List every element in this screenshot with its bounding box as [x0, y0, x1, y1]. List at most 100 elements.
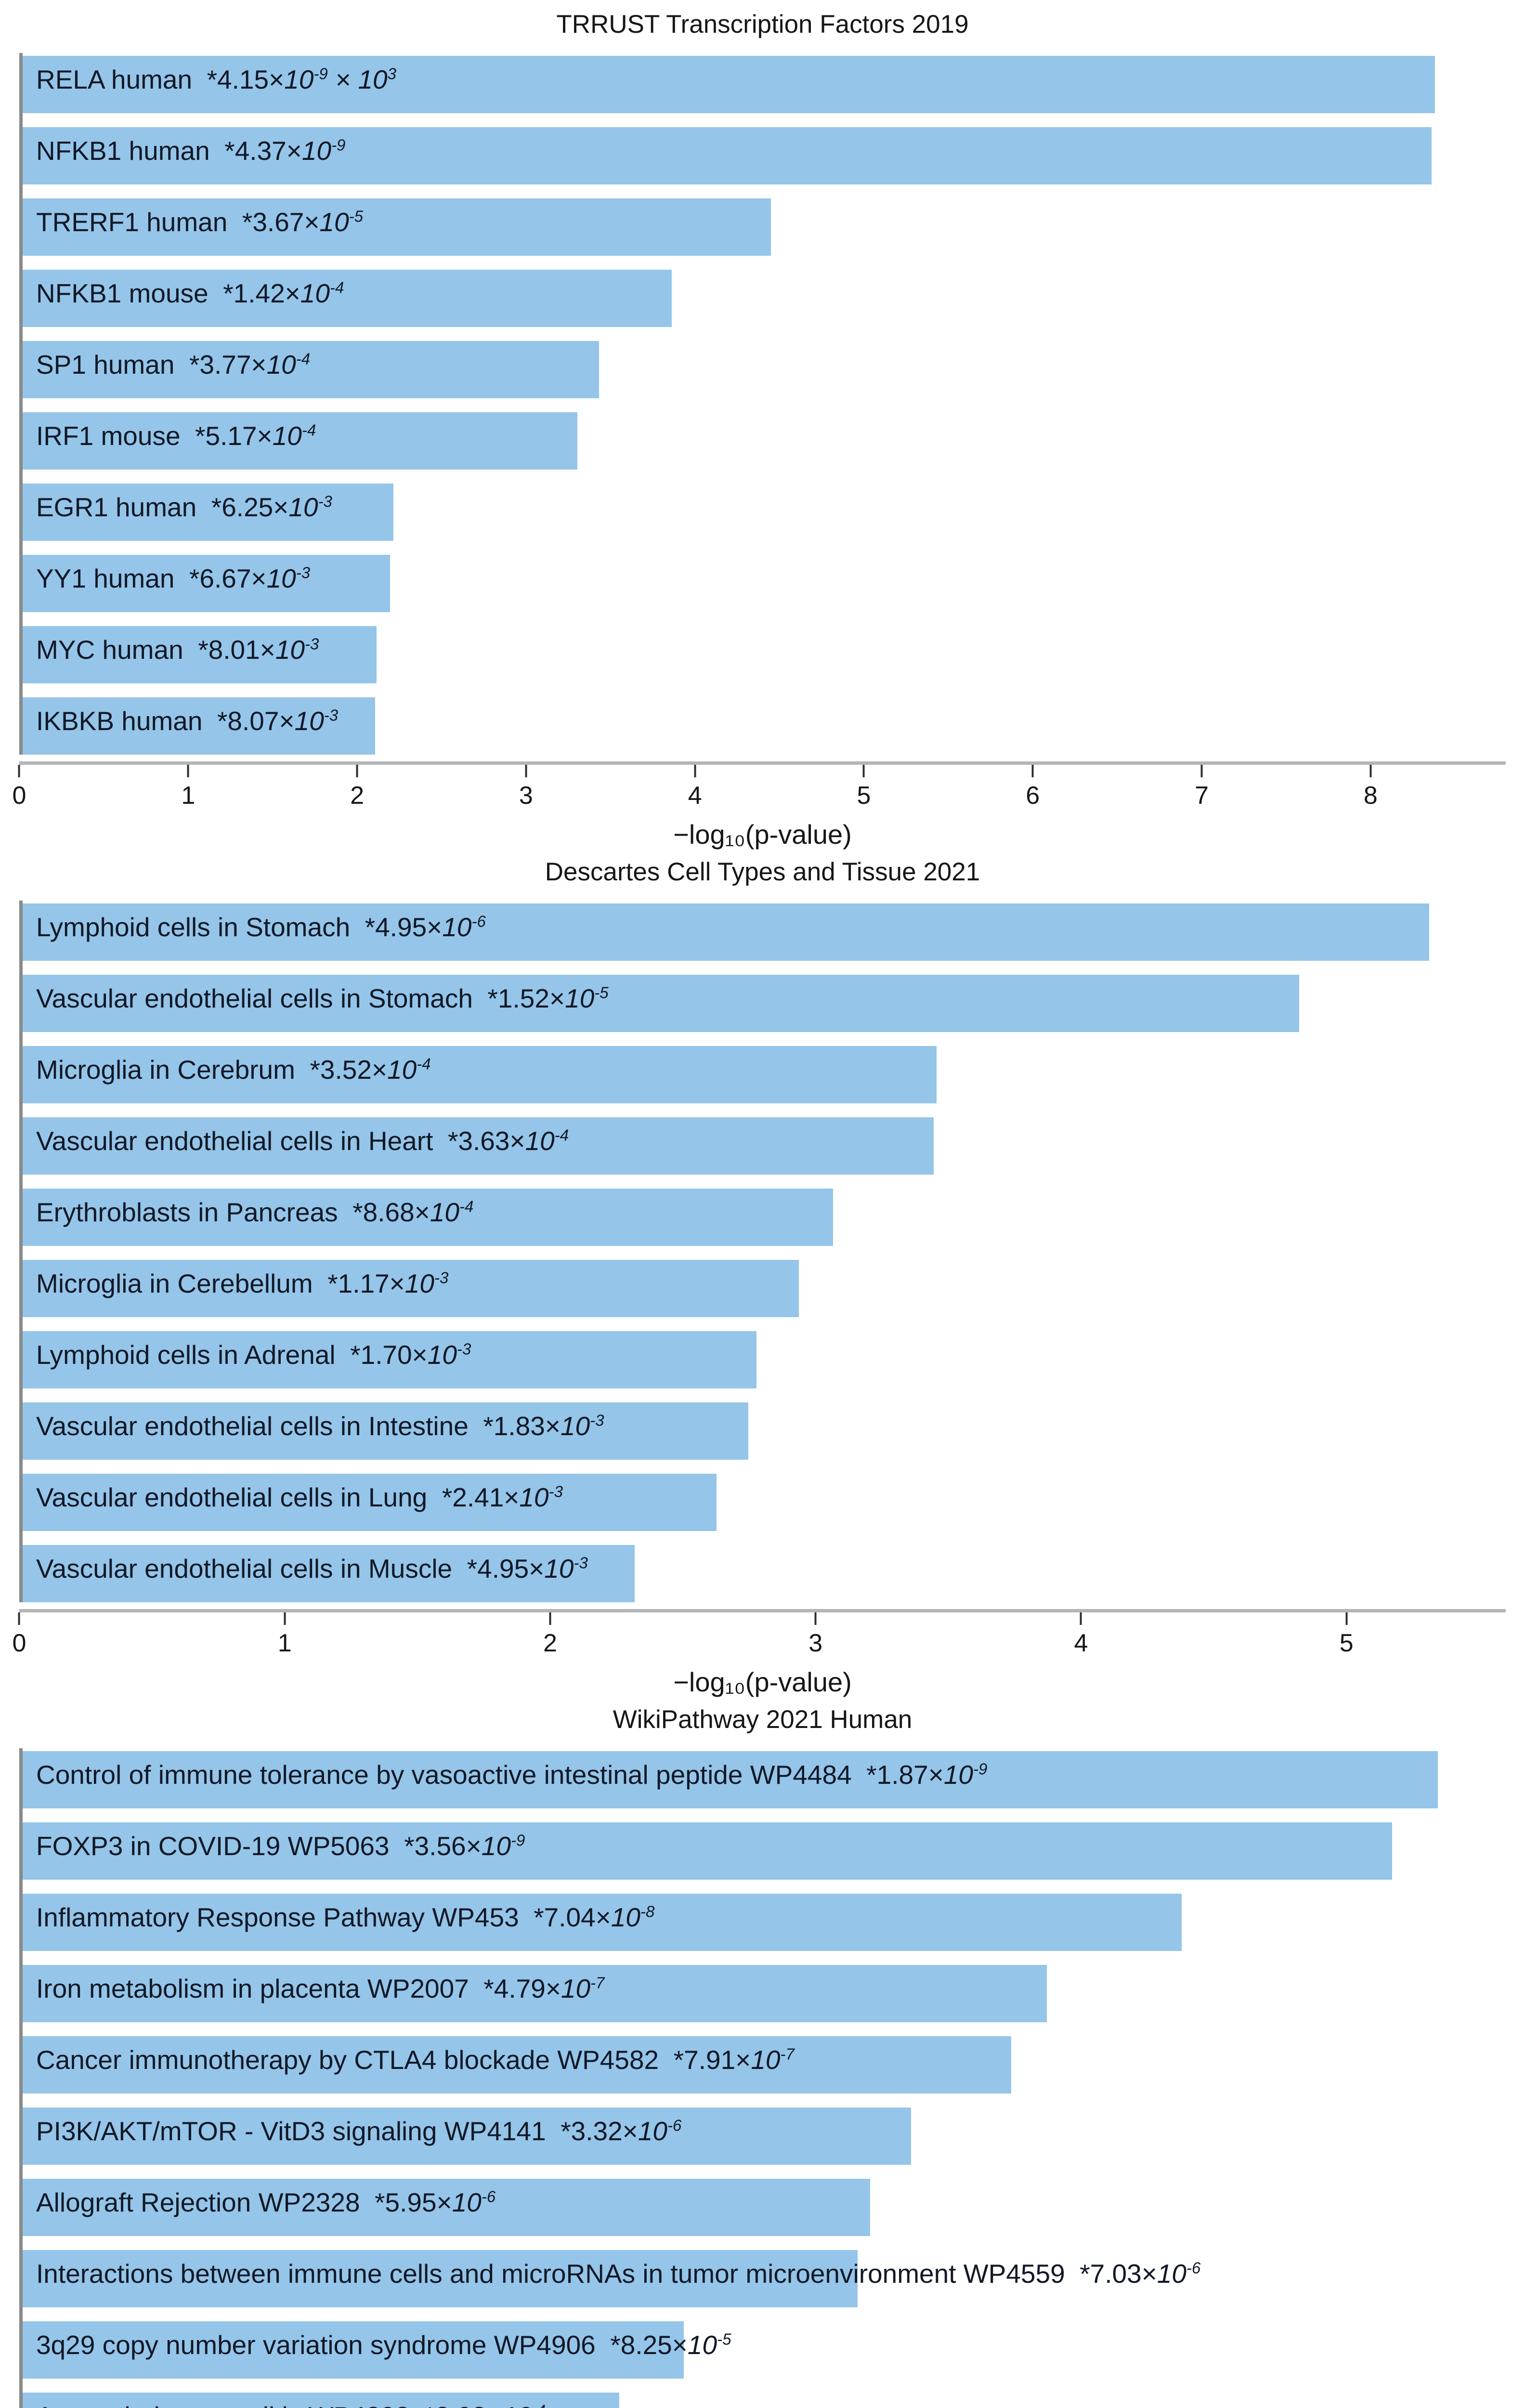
- x-axis-tick: 7: [1195, 765, 1209, 810]
- tick-label: 2: [543, 1629, 557, 1657]
- bar: [23, 2250, 858, 2307]
- bar-label: FOXP3 in COVID-19 WP5063 *3.56×10-9: [36, 1831, 525, 1861]
- bar-row: Acute viral myocarditis WP4298 *2.08×10-…: [23, 2393, 1506, 2408]
- bar: [23, 1822, 1393, 1880]
- x-axis-tick: 3: [519, 765, 533, 810]
- bar-row: IRF1 mouse *5.17×10-4: [23, 412, 1506, 470]
- plot-area: RELA human *4.15×10-9 × 103 NFKB1 human *…: [19, 53, 1506, 755]
- chart-title: WikiPathway 2021 Human: [613, 1705, 912, 1734]
- x-axis-tick: 5: [1340, 1612, 1354, 1658]
- bar-label: Lymphoid cells in Stomach *4.95×10-6: [36, 912, 486, 942]
- tick-mark: [862, 765, 865, 777]
- x-axis-tick: 5: [857, 765, 871, 810]
- bar-label: TRERF1 human *3.67×10-5: [36, 207, 364, 237]
- tick-label: 0: [12, 782, 26, 810]
- tick-label: 2: [350, 782, 365, 810]
- bar-label: 3q29 copy number variation syndrome WP49…: [36, 2330, 731, 2360]
- bar-label: RELA human *4.15×10-9 × 103: [36, 65, 396, 94]
- bar-row: NFKB1 mouse *1.42×10-4: [23, 270, 1506, 327]
- bar: [23, 1894, 1182, 1951]
- bar: [23, 198, 771, 256]
- tick-mark: [1200, 765, 1203, 777]
- bar-row: PI3K/AKT/mTOR - VitD3 signaling WP4141 *…: [23, 2107, 1506, 2165]
- bar-label: MYC human *8.01×10-3: [36, 635, 319, 665]
- bar: [23, 1751, 1438, 1808]
- bar-label: Vascular endothelial cells in Muscle *4.…: [36, 1554, 588, 1584]
- bar: [23, 2179, 871, 2236]
- x-axis-tick: 1: [181, 765, 195, 810]
- tick-mark: [356, 765, 358, 777]
- bar: [23, 341, 599, 398]
- tick-label: 6: [1026, 782, 1040, 810]
- x-axis-tick: 3: [808, 1612, 822, 1658]
- bar: [23, 2036, 1012, 2094]
- bar-row: Microglia in Cerebrum *3.52×10-4: [23, 1046, 1506, 1103]
- bar-row: YY1 human *6.67×10-3: [23, 555, 1506, 612]
- chart-title: Descartes Cell Types and Tissue 2021: [545, 858, 980, 886]
- bar-row: FOXP3 in COVID-19 WP5063 *3.56×10-9: [23, 1822, 1506, 1880]
- bar-label: Erythroblasts in Pancreas *8.68×10-4: [36, 1197, 474, 1227]
- bar-row: 3q29 copy number variation syndrome WP49…: [23, 2321, 1506, 2379]
- chart-trrust: TRRUST Transcription Factors 2019 RELA h…: [0, 0, 1525, 850]
- tick-label: 3: [519, 782, 533, 810]
- bar: [23, 1331, 756, 1388]
- x-axis: 0 1 2 3 4 5: [13, 1609, 1506, 1665]
- bar: [23, 1189, 833, 1246]
- bar: [23, 1402, 748, 1460]
- bar-row: Vascular endothelial cells in Lung *2.41…: [23, 1474, 1506, 1531]
- bar-row: MYC human *8.01×10-3: [23, 626, 1506, 683]
- x-axis-tick: 4: [688, 765, 702, 810]
- bar: [23, 56, 1435, 113]
- bar-label: Iron metabolism in placenta WP2007 *4.79…: [36, 1974, 605, 2003]
- bar: [23, 697, 375, 755]
- tick-mark: [814, 1612, 817, 1625]
- tick-label: 1: [277, 1629, 292, 1657]
- bar: [23, 127, 1432, 184]
- x-axis-tick: 0: [13, 1612, 26, 1658]
- bar-label: Microglia in Cerebellum *1.17×10-3: [36, 1269, 449, 1298]
- bar-row: Control of immune tolerance by vasoactiv…: [23, 1751, 1506, 1808]
- tick-label: 1: [181, 782, 196, 810]
- tick-label: 3: [808, 1629, 823, 1657]
- tick-mark: [1345, 1612, 1348, 1625]
- bar-label: Inflammatory Response Pathway WP453 *7.0…: [36, 1902, 655, 1932]
- bar-row: Erythroblasts in Pancreas *8.68×10-4: [23, 1189, 1506, 1246]
- chart-title: TRRUST Transcription Factors 2019: [556, 10, 969, 39]
- chart-descartes: Descartes Cell Types and Tissue 2021 Lym…: [0, 848, 1525, 1697]
- plot-area: Control of immune tolerance by vasoactiv…: [19, 1748, 1506, 2408]
- bar-row: Vascular endothelial cells in Intestine …: [23, 1402, 1506, 1460]
- tick-mark: [1369, 765, 1372, 777]
- tick-label: 5: [1339, 1629, 1354, 1657]
- bar: [23, 1545, 635, 1602]
- bar-row: NFKB1 human *4.37×10-9: [23, 127, 1506, 184]
- bar-row: Interactions between immune cells and mi…: [23, 2250, 1506, 2307]
- bar: [23, 555, 390, 612]
- bar: [23, 1260, 799, 1317]
- bar: [23, 270, 672, 327]
- x-axis-tick: 2: [543, 1612, 557, 1658]
- bar-label: Microglia in Cerebrum *3.52×10-4: [36, 1055, 431, 1085]
- tick-label: 4: [688, 782, 702, 810]
- bar-label: Allograft Rejection WP2328 *5.95×10-6: [36, 2187, 496, 2217]
- x-axis-tick: 2: [350, 765, 364, 810]
- bar: [23, 903, 1429, 961]
- tick-mark: [694, 765, 696, 777]
- tick-label: 5: [857, 782, 871, 810]
- bar-label: Interactions between immune cells and mi…: [36, 2259, 1201, 2289]
- tick-mark: [1031, 765, 1034, 777]
- bar-label: SP1 human *3.77×10-4: [36, 350, 311, 380]
- x-axis-tick: 8: [1364, 765, 1378, 810]
- bar: [23, 1046, 937, 1103]
- bar-row: RELA human *4.15×10-9 × 103: [23, 56, 1506, 113]
- tick-label: 4: [1074, 1629, 1088, 1657]
- bar-row: Iron metabolism in placenta WP2007 *4.79…: [23, 1965, 1506, 2022]
- bar-row: Microglia in Cerebellum *1.17×10-3: [23, 1260, 1506, 1317]
- x-axis-tick: 0: [13, 765, 26, 810]
- tick-label: 0: [12, 1629, 26, 1657]
- tick-mark: [549, 1612, 551, 1625]
- x-axis: 0 1 2 3 4 5 6 7 8: [13, 761, 1506, 818]
- bar-row: TRERF1 human *3.67×10-5: [23, 198, 1506, 256]
- x-axis-label: −log₁₀(p-value): [673, 1667, 852, 1697]
- bar-row: Inflammatory Response Pathway WP453 *7.0…: [23, 1894, 1506, 1951]
